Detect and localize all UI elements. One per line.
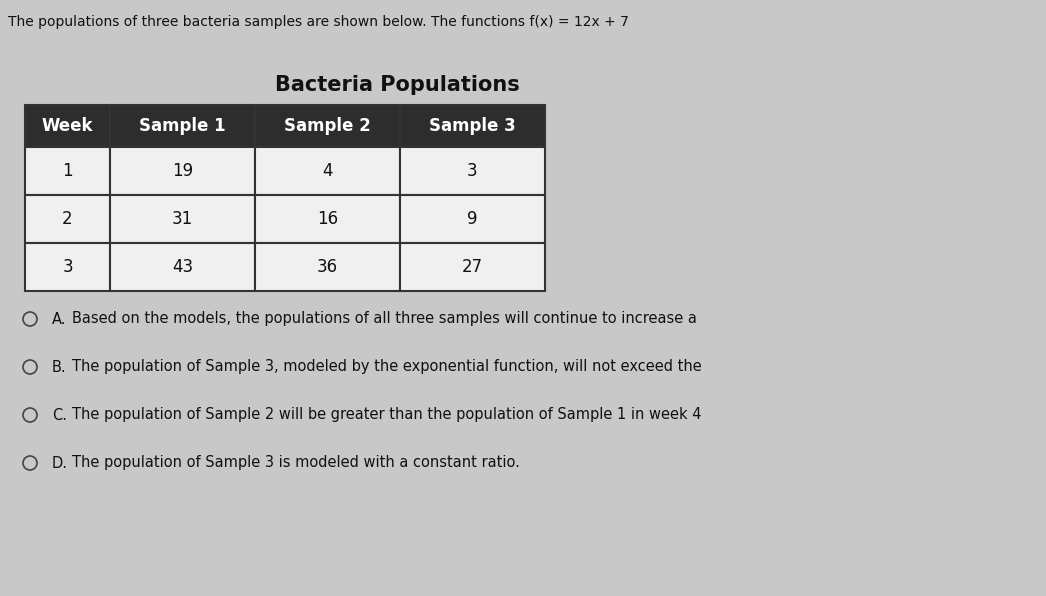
Bar [255,105,400,147]
Bar [110,243,255,291]
Bar [400,195,545,243]
Text: 43: 43 [172,258,194,276]
Bar [25,105,110,147]
Bar [400,147,545,195]
Text: The population of Sample 3, modeled by the exponential function, will not exceed: The population of Sample 3, modeled by t… [72,359,702,374]
Text: 2: 2 [62,210,73,228]
Text: A.: A. [52,312,67,327]
Text: Based on the models, the populations of all three samples will continue to incre: Based on the models, the populations of … [72,312,697,327]
Text: 9: 9 [468,210,478,228]
Text: The population of Sample 2 will be greater than the population of Sample 1 in we: The population of Sample 2 will be great… [72,408,702,423]
Text: 31: 31 [172,210,194,228]
Bar [25,243,110,291]
Bar [400,243,545,291]
Text: 27: 27 [462,258,483,276]
Text: D.: D. [52,455,68,470]
Bar [255,195,400,243]
Text: 3: 3 [468,162,478,180]
Text: Bacteria Populations: Bacteria Populations [275,75,520,95]
Text: Sample 2: Sample 2 [285,117,371,135]
Bar [110,195,255,243]
Text: The population of Sample 3 is modeled with a constant ratio.: The population of Sample 3 is modeled wi… [72,455,520,470]
Text: 16: 16 [317,210,338,228]
Bar [110,105,255,147]
Text: 19: 19 [172,162,194,180]
Text: 1: 1 [62,162,73,180]
Text: 4: 4 [322,162,333,180]
Text: 36: 36 [317,258,338,276]
Text: The populations of three bacteria samples are shown below. The functions f(x) = : The populations of three bacteria sample… [8,15,630,29]
Text: Sample 3: Sample 3 [429,117,516,135]
Bar [110,147,255,195]
Text: Week: Week [42,117,93,135]
Bar [255,243,400,291]
Text: B.: B. [52,359,67,374]
Text: Sample 1: Sample 1 [139,117,226,135]
Text: C.: C. [52,408,67,423]
Bar [255,147,400,195]
Bar [25,195,110,243]
Bar [400,105,545,147]
Text: 3: 3 [62,258,73,276]
Bar [25,147,110,195]
